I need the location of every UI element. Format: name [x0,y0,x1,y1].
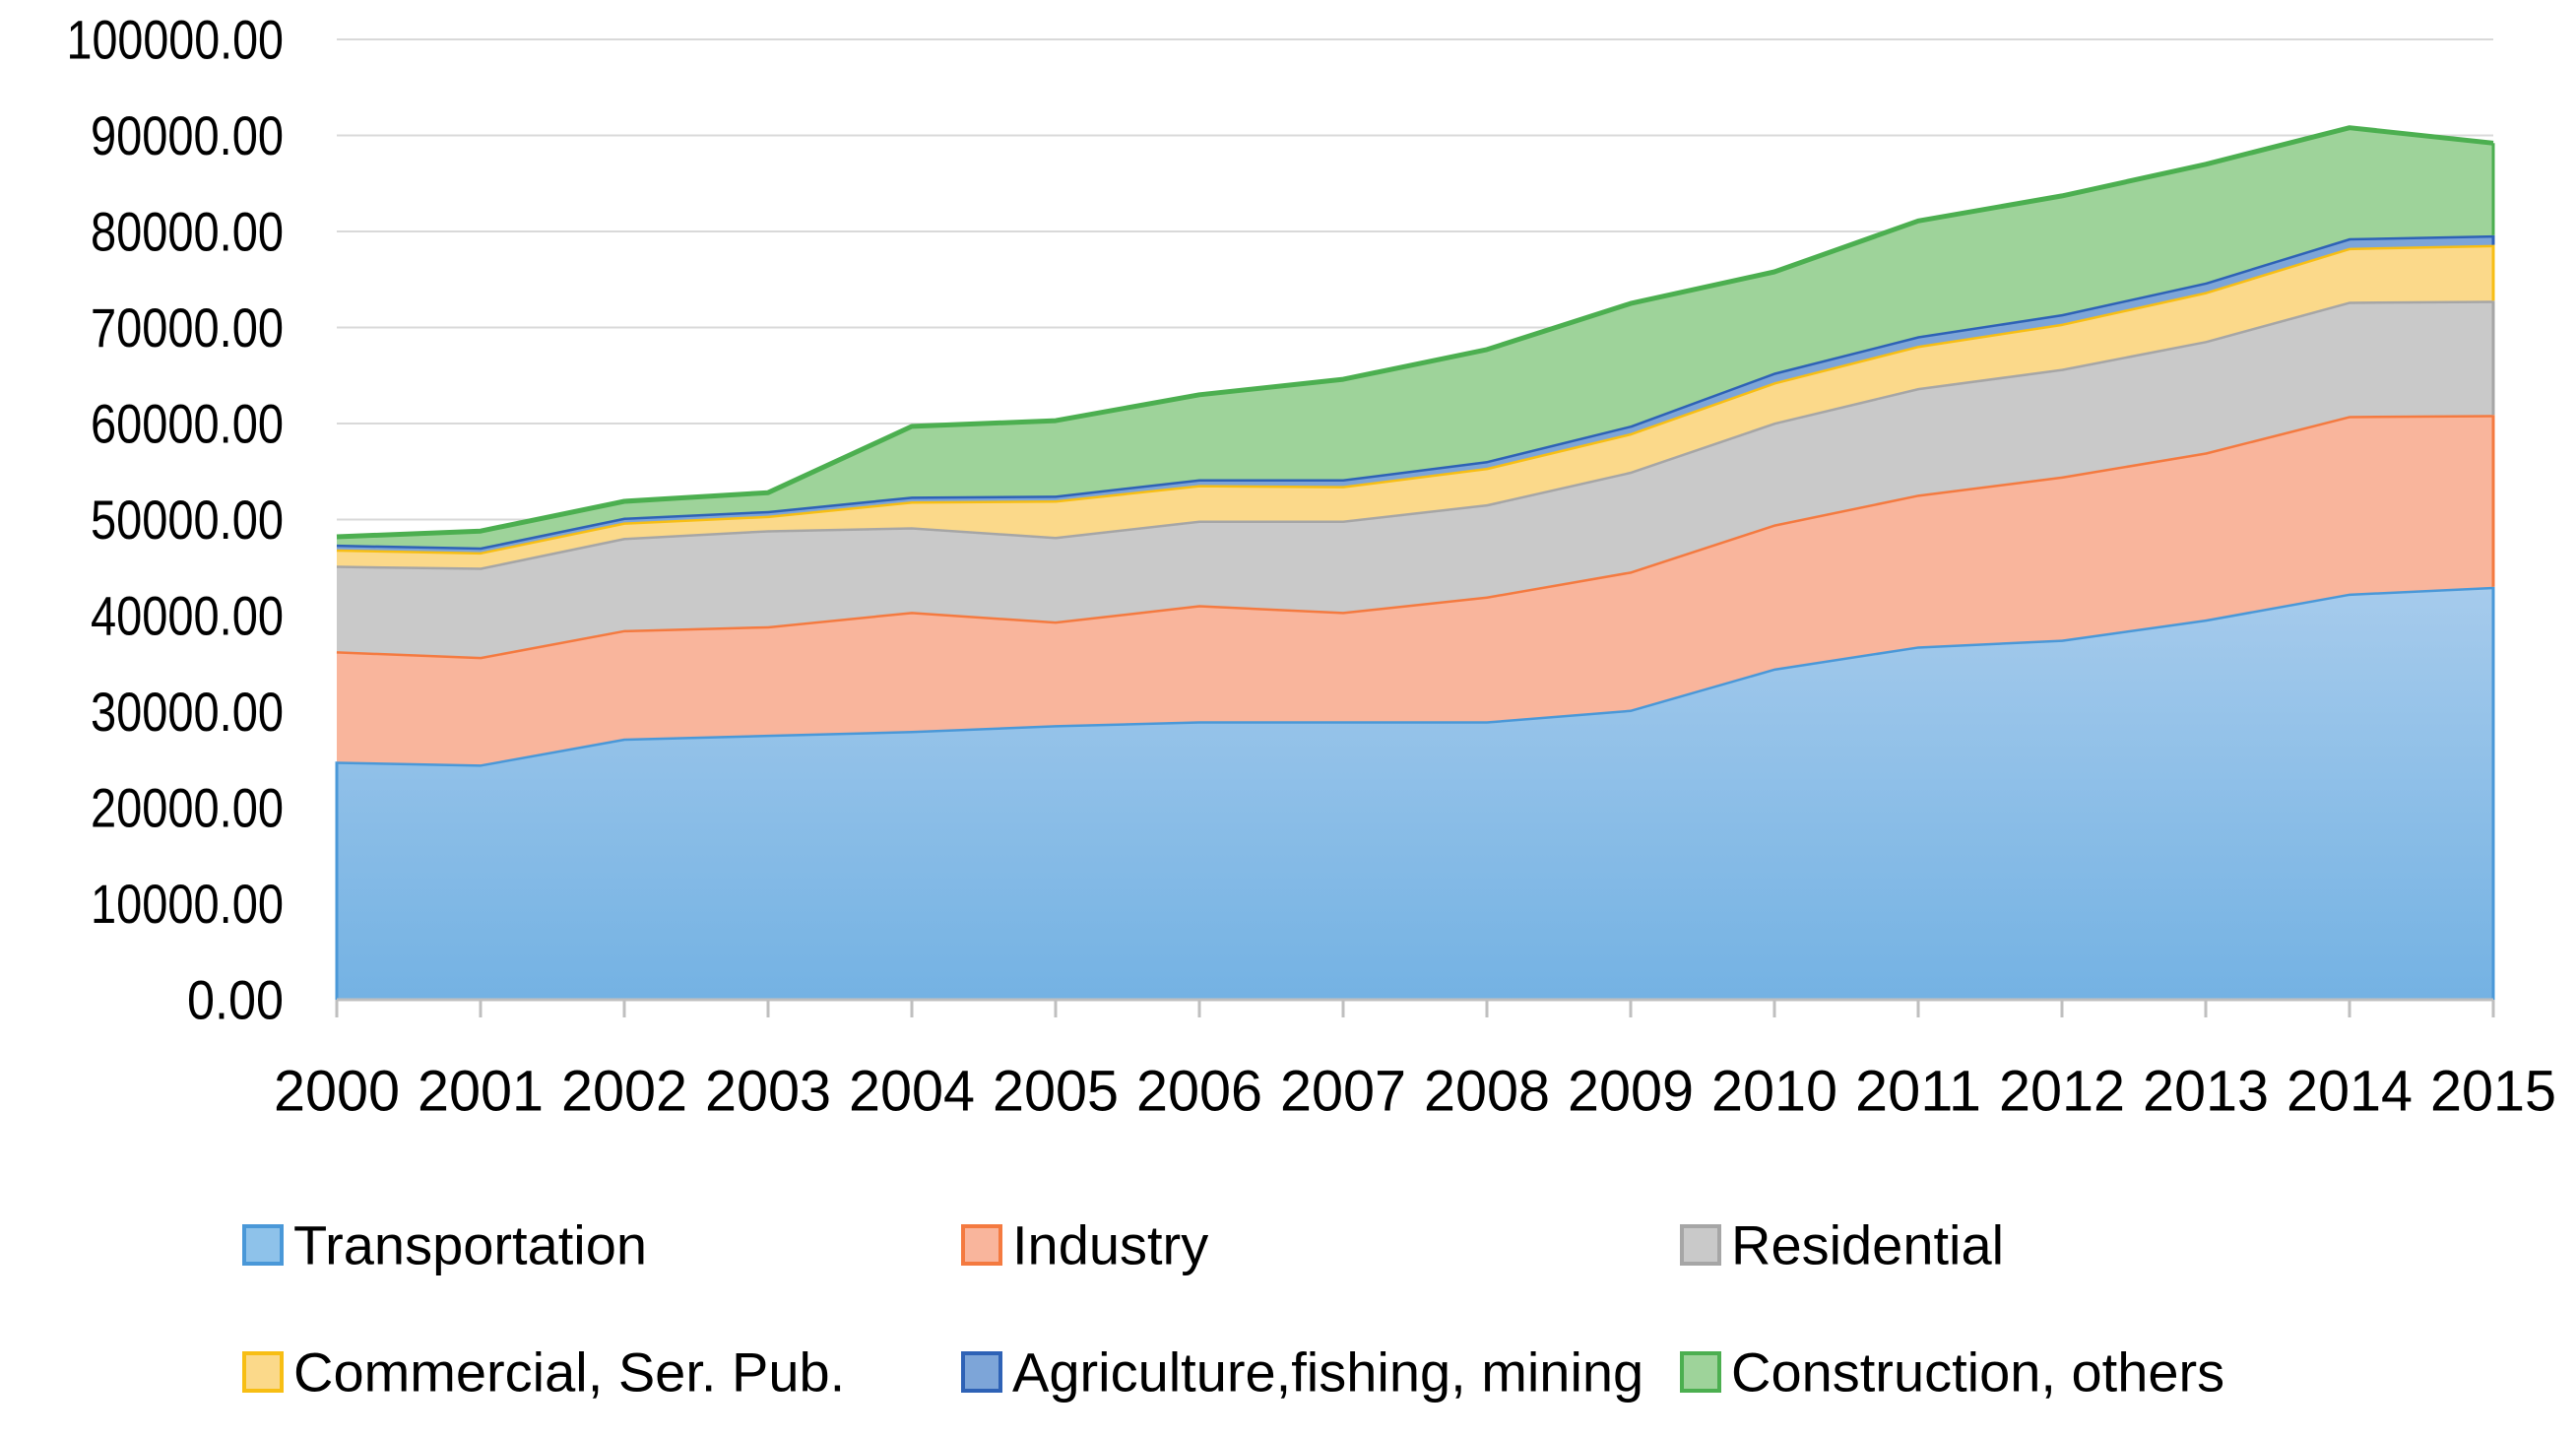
x-tick-label: 2011 [1855,1060,1981,1124]
y-axis-tick-labels: 0.00 10000.00 20000.00 30000.00 40000.00 5000… [67,9,285,1031]
legend-label-agriculture-fishing-mining: Agriculture,fishing, mining [1012,1341,1643,1404]
axes [335,998,2495,1017]
plot-areas [335,125,2495,1000]
x-tick-label: 2014 [2286,1060,2413,1124]
y-tick-label: 10000.00 [91,873,284,935]
legend-swatch-construction-others [1680,1351,1721,1393]
x-tick-label: 2013 [2143,1060,2269,1124]
legend-swatch-transportation [242,1224,284,1266]
y-tick-label: 0.00 [187,969,284,1031]
legend-label-industry: Industry [1012,1214,1208,1276]
y-tick-label: 100000.00 [67,9,285,71]
legend-swatch-residential [1680,1224,1721,1266]
y-tick-label: 60000.00 [91,393,284,455]
x-tick-label: 2010 [1711,1060,1837,1124]
legend: Transportation Industry Residential Commerc… [242,1214,2224,1404]
legend-swatch-agriculture-fishing-mining [961,1351,1002,1393]
y-tick-label: 80000.00 [91,201,284,263]
x-tick-label: 2012 [1999,1060,2125,1124]
legend-label-construction-others: Construction, others [1731,1341,2224,1404]
x-tick-label: 2004 [849,1060,975,1124]
line-construction-others [336,125,2494,540]
y-tick-label: 20000.00 [91,777,284,839]
x-tick-label: 2007 [1280,1060,1406,1124]
area-commercial-ser-pub [337,244,2493,568]
y-tick-label: 30000.00 [91,681,284,743]
y-tick-label: 50000.00 [91,489,284,551]
x-tick-label: 2009 [1568,1060,1694,1124]
x-tick-label: 2000 [274,1060,400,1124]
legend-swatch-industry [961,1224,1002,1266]
area-industry [337,415,2493,765]
y-tick-label: 40000.00 [91,585,284,647]
legend-label-commercial-ser-pub: Commercial, Ser. Pub. [293,1341,845,1404]
legend-label-residential: Residential [1731,1214,2004,1276]
legend-swatch-commercial-ser-pub [242,1351,284,1393]
x-tick-label: 2006 [1136,1060,1262,1124]
x-axis-tick-labels: 2000 2001 2002 2003 2004 2005 2006 2007 2008 2009… [274,1060,2556,1124]
x-tick-label: 2015 [2430,1060,2556,1124]
x-tick-label: 2005 [993,1060,1119,1124]
x-tick-label: 2008 [1424,1060,1550,1124]
area-transportation [337,586,2493,1000]
x-tick-label: 2001 [418,1060,544,1124]
area-residential [337,300,2493,657]
x-tick-label: 2003 [705,1060,831,1124]
area-construction-others [337,127,2493,548]
legend-label-transportation: Transportation [293,1214,647,1276]
x-tick-label: 2002 [561,1060,687,1124]
y-tick-label: 70000.00 [91,296,284,359]
area-agriculture-fishing-mining [337,234,2493,553]
y-tick-label: 90000.00 [91,104,284,166]
